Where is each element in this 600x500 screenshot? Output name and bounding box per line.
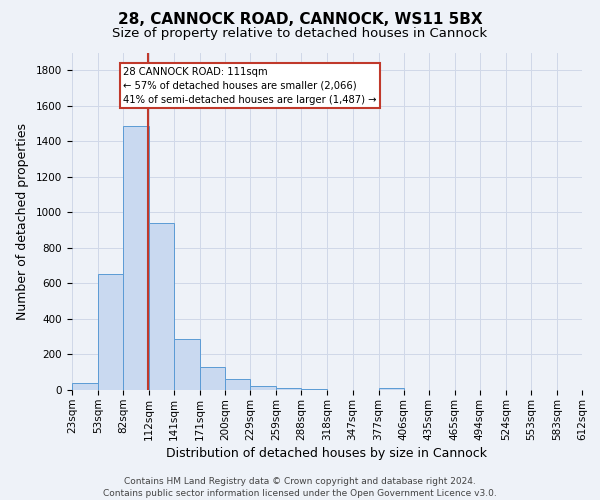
Bar (225, 379, 250, 390)
Y-axis label: Number of detached properties: Number of detached properties (16, 122, 29, 320)
Bar (174, 339, 200, 390)
Bar (250, 386, 277, 390)
Text: 28, CANNOCK ROAD, CANNOCK, WS11 5BX: 28, CANNOCK ROAD, CANNOCK, WS11 5BX (118, 12, 482, 28)
Text: Contains HM Land Registry data © Crown copyright and database right 2024.
Contai: Contains HM Land Registry data © Crown c… (103, 476, 497, 498)
Bar (277, 388, 301, 390)
X-axis label: Distribution of detached houses by size in Cannock: Distribution of detached houses by size … (167, 446, 487, 460)
Bar (379, 388, 404, 390)
Bar (72, 383, 98, 390)
Text: 28 CANNOCK ROAD: 111sqm
← 57% of detached houses are smaller (2,066)
41% of semi: 28 CANNOCK ROAD: 111sqm ← 57% of detache… (123, 66, 377, 104)
Bar (149, 224, 174, 390)
Text: Size of property relative to detached houses in Cannock: Size of property relative to detached ho… (112, 28, 488, 40)
Bar (123, 126, 149, 390)
Bar (200, 367, 225, 390)
Bar (98, 274, 123, 390)
